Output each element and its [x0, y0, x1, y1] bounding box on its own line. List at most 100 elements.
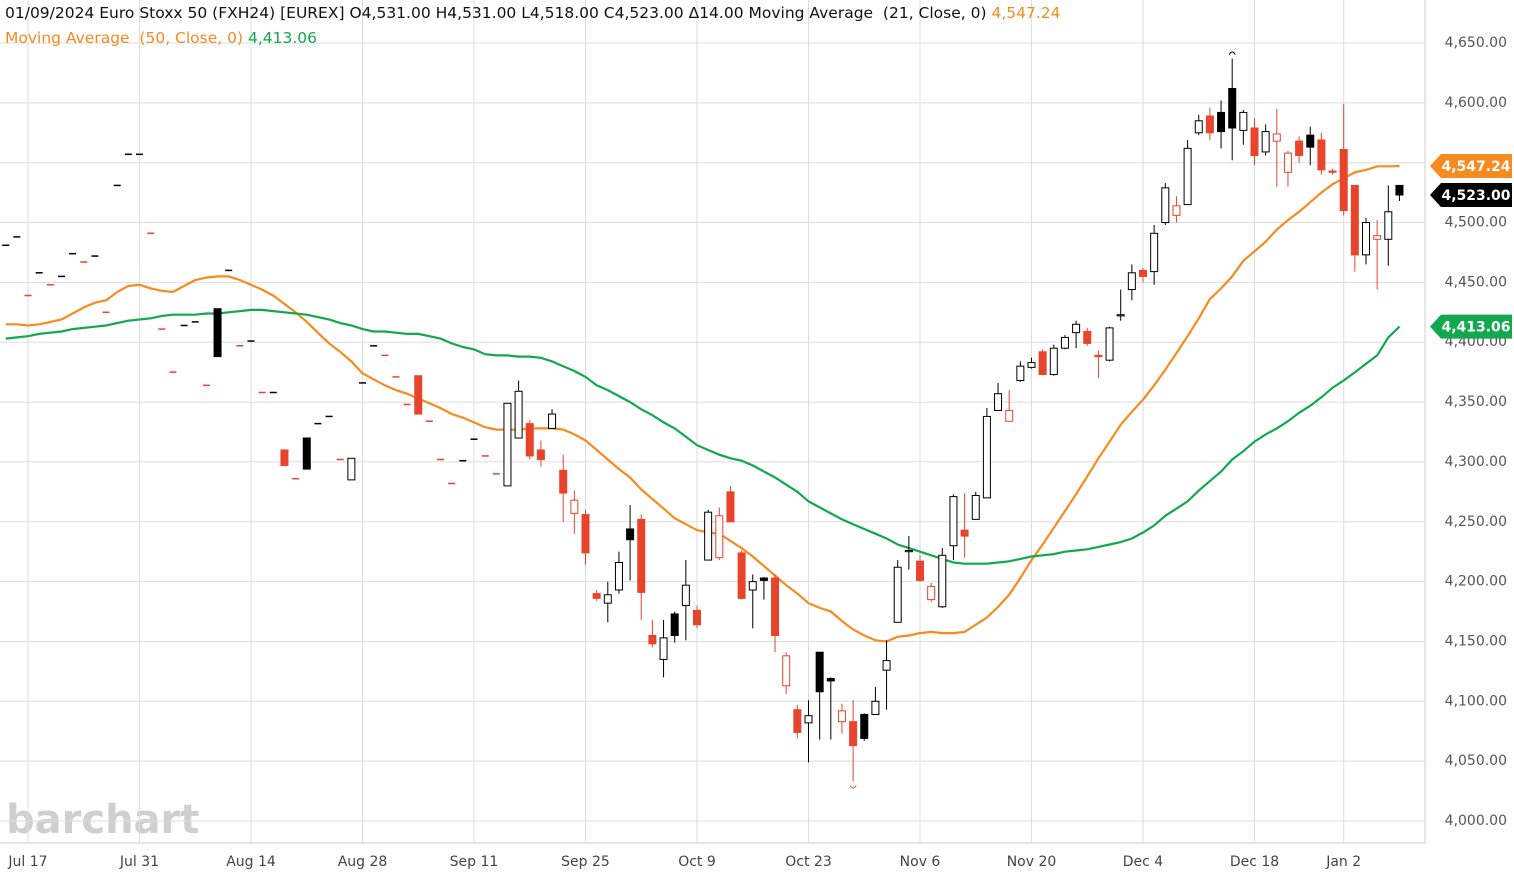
candle [1072, 320, 1081, 349]
legend-value: 4,413.06 [247, 29, 318, 47]
candle-body [1306, 134, 1315, 148]
price-badge-shape [1430, 183, 1512, 208]
high-marker [1228, 51, 1236, 55]
candle-body [637, 518, 646, 593]
candle-body [1328, 170, 1337, 173]
candle-body [302, 437, 311, 470]
candle-body [1139, 269, 1147, 277]
candle [1094, 350, 1103, 379]
candle-body [213, 308, 222, 358]
candle-body [1027, 362, 1036, 368]
moving-average-line [5, 164, 1400, 643]
x-tick-label: Jul 31 [119, 854, 159, 870]
candle [1161, 183, 1170, 225]
candle-body [1205, 115, 1214, 134]
candle-body [1049, 347, 1058, 376]
candle-body [771, 577, 780, 636]
candle-body [938, 554, 947, 608]
candle-body [347, 457, 356, 481]
candle-body [659, 637, 668, 660]
x-tick-label: Sep 25 [561, 854, 610, 870]
candle-body [548, 413, 557, 429]
candle [603, 581, 612, 623]
candle-body [1127, 272, 1136, 291]
candle-body [1150, 232, 1159, 273]
candle [793, 704, 802, 739]
candle [1205, 107, 1214, 140]
candle-body [726, 491, 735, 523]
candle-body [960, 529, 969, 537]
candle [726, 485, 735, 523]
candle-body [1105, 327, 1114, 361]
candle [982, 408, 991, 499]
y-tick-label: 4,100.00 [1445, 693, 1507, 709]
candle [871, 686, 880, 715]
candle [1339, 104, 1348, 216]
candle [1194, 114, 1203, 136]
candle [536, 440, 545, 467]
watermark: barchart [6, 797, 199, 843]
candle-body [849, 721, 858, 747]
candle-body [893, 566, 902, 623]
x-tick-label: Nov 6 [900, 854, 941, 870]
price-badge-shape [1430, 314, 1512, 339]
candle-body [1339, 149, 1348, 212]
candle-body [1384, 211, 1393, 240]
candle-body [1272, 133, 1281, 142]
header-line: Moving Average (50, Close, 0) 4,413.06 [5, 29, 317, 47]
candle [1295, 136, 1304, 163]
candle [548, 409, 557, 429]
y-tick-label: 4,150.00 [1445, 633, 1507, 649]
candle [882, 640, 891, 710]
legend-value: 4,547.24 [991, 4, 1061, 22]
candle-body [1060, 336, 1069, 349]
candle [581, 509, 590, 565]
candle [1362, 217, 1370, 265]
candle [514, 380, 523, 439]
y-tick-label: 4,050.00 [1445, 753, 1507, 769]
candle-body [1295, 140, 1304, 157]
candle [1027, 357, 1036, 369]
candle-body [536, 449, 545, 461]
price-badge-label: 4,413.06 [1441, 320, 1510, 336]
candle [893, 560, 902, 623]
candle-body [971, 494, 980, 520]
candle-body [1228, 87, 1237, 129]
candle-body [871, 700, 880, 715]
candle-body [1161, 187, 1170, 224]
candle-body [815, 651, 824, 693]
price-badge-shape [1430, 153, 1512, 178]
candle-body [737, 552, 746, 599]
candle-body [882, 660, 891, 671]
candle [849, 700, 858, 782]
candle [637, 514, 646, 620]
candle [927, 582, 936, 602]
candle-body [559, 469, 568, 494]
candle-body [693, 609, 701, 626]
candle-body [1283, 152, 1292, 173]
candle [1228, 58, 1237, 161]
candle [1116, 289, 1125, 321]
candle [1183, 139, 1192, 206]
candle [1150, 224, 1159, 285]
candle-body [826, 678, 835, 682]
y-tick-label: 4,600.00 [1445, 95, 1507, 111]
candle [280, 449, 289, 467]
candle-body [1317, 139, 1326, 171]
y-tick-label: 4,650.00 [1445, 35, 1507, 51]
x-tick-label: Jan 2 [1325, 854, 1361, 870]
candle [1306, 126, 1315, 166]
candle [748, 574, 757, 629]
candle [704, 509, 713, 561]
candle-body [1183, 147, 1192, 206]
header-line: 01/09/2024 Euro Stoxx 50 (FXH24) [EUREX]… [5, 4, 1061, 22]
candle [715, 507, 724, 561]
y-tick-label: 4,350.00 [1445, 394, 1507, 410]
price-badge-label: 4,523.00 [1441, 188, 1510, 204]
candle-body [592, 593, 601, 599]
candle-body [670, 613, 679, 636]
candle-body [759, 577, 768, 581]
candle-body [1373, 235, 1382, 240]
candle [1373, 220, 1382, 290]
candle-body [1005, 409, 1014, 422]
